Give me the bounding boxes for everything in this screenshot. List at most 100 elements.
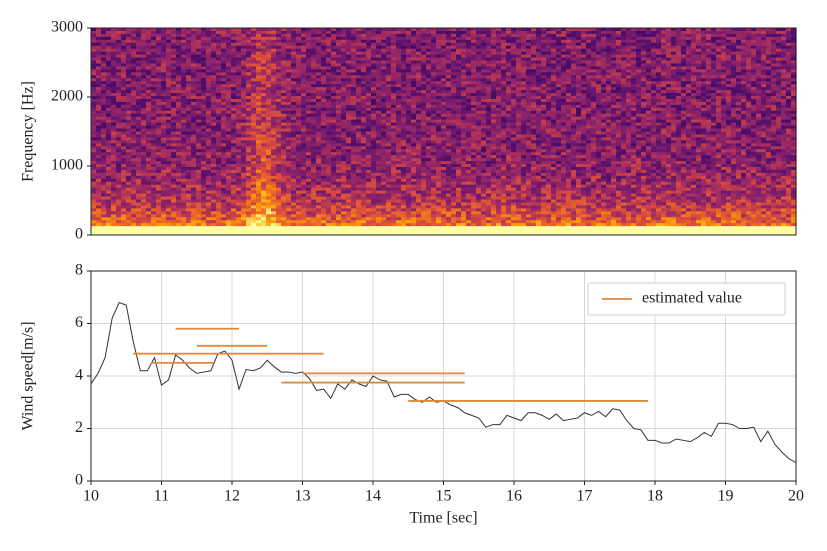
spectrogram-cell <box>141 48 147 53</box>
spectrogram-cell <box>346 93 352 97</box>
spectrogram-cell <box>511 125 517 130</box>
spectrogram-cell <box>411 104 417 109</box>
spectrogram-cell <box>701 51 707 56</box>
spectrogram-cell <box>456 60 462 65</box>
spectrogram-cell <box>186 69 192 73</box>
spectrogram-cell <box>276 104 282 109</box>
spectrogram-cell <box>431 98 437 103</box>
spectrogram-cell <box>746 63 752 68</box>
spectrogram-cell <box>191 36 197 41</box>
spectrogram-cell <box>726 125 732 130</box>
spectrogram-cell <box>366 87 372 91</box>
spectrogram-cell <box>721 81 727 85</box>
spectrogram-cell <box>216 107 222 112</box>
spectrogram-cell <box>231 28 237 32</box>
spectrogram-cell <box>251 113 257 118</box>
spectrogram-cell <box>561 104 567 109</box>
spectrogram-cell <box>281 101 287 106</box>
spectrogram-cell <box>391 87 397 91</box>
spectrogram-cell <box>671 28 677 32</box>
spectrogram-cell <box>411 48 417 53</box>
spectrogram-cell <box>781 81 787 85</box>
spectrogram-cell <box>506 63 512 68</box>
spectrogram-cell <box>571 110 577 115</box>
spectrogram-cell <box>276 69 282 73</box>
spectrogram-cell <box>696 69 702 73</box>
spectrogram-cell <box>746 51 752 56</box>
spectrogram-cell <box>426 125 432 130</box>
spectrogram-cell <box>691 125 697 130</box>
spectrogram-cell <box>501 98 507 103</box>
spectrogram-cell <box>606 75 612 79</box>
spectrogram-cell <box>306 104 312 109</box>
spectrogram-cell <box>696 98 702 103</box>
spectrogram-cell <box>671 101 677 106</box>
spectrogram-cell <box>721 113 727 118</box>
spectrogram-cell <box>171 39 177 44</box>
spectrogram-cell <box>681 28 687 32</box>
spectrogram-cell <box>551 45 557 50</box>
spectrogram-cell <box>516 128 522 133</box>
spectrogram-cell <box>491 39 497 44</box>
spectrogram-cell <box>426 66 432 70</box>
spectrogram-cell <box>156 30 162 35</box>
spectrogram-cell <box>476 78 482 82</box>
spectrogram-cell <box>766 66 772 70</box>
spectrogram-cell <box>126 75 132 79</box>
spectrogram-cell <box>286 84 292 88</box>
spectrogram-cell <box>496 78 502 82</box>
spectrogram-cell <box>711 125 717 130</box>
spectrogram-cell <box>516 72 522 76</box>
spectrogram-cell <box>461 119 467 124</box>
spectrogram-cell <box>616 116 622 121</box>
spectrogram-cell <box>136 39 142 44</box>
spectrogram-cell <box>236 63 242 68</box>
spectrogram-cell <box>221 96 227 100</box>
spectrogram-cell <box>301 78 307 82</box>
spectrogram-cell <box>371 63 377 68</box>
spectrogram-cell <box>651 101 657 106</box>
spectrogram-cell <box>611 72 617 76</box>
spectrogram-cell <box>401 93 407 97</box>
spectrogram-cell <box>226 51 232 56</box>
spectrogram-cell <box>231 57 237 62</box>
spectrogram-cell <box>601 122 607 127</box>
spectrogram-cell <box>561 60 567 65</box>
spectrogram-cell <box>656 93 662 97</box>
spectrogram-cell <box>216 128 222 133</box>
spectrogram-cell <box>506 51 512 56</box>
spectrogram-cell <box>666 48 672 53</box>
spectrogram-cell <box>236 75 242 79</box>
spectrogram-cell <box>421 33 427 38</box>
spectrogram-cell <box>471 63 477 68</box>
spectrogram-cell <box>706 98 712 103</box>
spectrogram-cell <box>471 125 477 130</box>
spectrogram-cell <box>386 84 392 88</box>
spectrogram-cell <box>381 72 387 76</box>
spectrogram-cell <box>331 72 337 76</box>
spectrogram-cell <box>291 72 297 76</box>
spectrogram-cell <box>216 30 222 35</box>
spectrogram-cell <box>121 131 127 136</box>
spectrogram-cell <box>281 39 287 44</box>
spectrogram-cell <box>551 78 557 82</box>
spectrogram-cell <box>221 39 227 44</box>
spectrogram-cell <box>616 45 622 50</box>
spectrogram-cell <box>241 110 247 115</box>
spectrogram-cell <box>761 104 767 109</box>
spectrogram-cell <box>606 125 612 130</box>
spectrogram-cell <box>776 57 782 62</box>
spectrogram-cell <box>351 45 357 50</box>
spectrogram-cell <box>566 90 572 94</box>
spectrogram-cell <box>571 72 577 76</box>
spectrogram-cell <box>256 122 262 127</box>
spectrogram-cell <box>496 75 502 79</box>
spectrogram-cell <box>761 87 767 91</box>
spectrogram-cell <box>536 33 542 38</box>
spectrogram-cell <box>661 128 667 133</box>
spectrogram-cell <box>346 42 352 47</box>
spectrogram-cell <box>381 116 387 121</box>
spectrogram-cell <box>756 66 762 70</box>
spectrogram-cell <box>526 54 532 59</box>
spectrogram-cell <box>686 107 692 112</box>
